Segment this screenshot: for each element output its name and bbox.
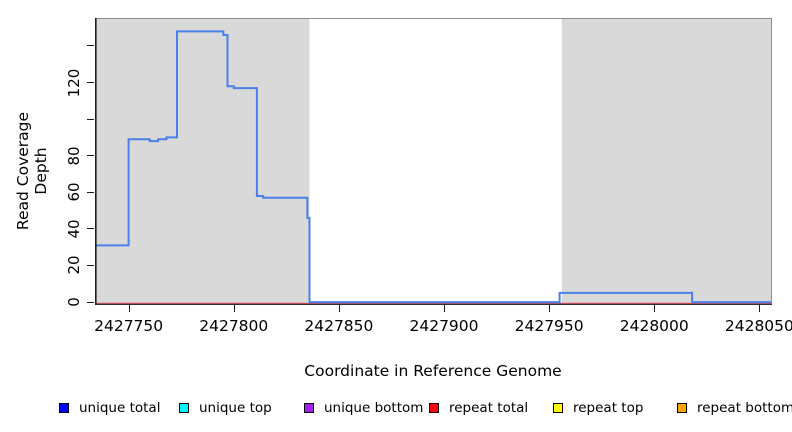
y-tick-label: 20 [65,255,83,276]
legend-item-unique-bottom: unique bottom [304,400,423,416]
y-tick [87,155,94,157]
x-tick [759,305,761,312]
x-tick-label: 2427950 [514,317,584,335]
legend: unique total unique top unique bottom repea… [0,400,792,422]
x-tick-label: 2427750 [94,317,164,335]
legend-swatch [59,403,69,413]
y-tick [87,228,94,230]
x-tick [444,305,445,312]
y-tick [87,45,94,47]
legend-label: repeat bottom [697,400,792,416]
x-tick-label: 2427850 [304,317,374,335]
y-tick [87,118,94,120]
x-tick-label: 2427800 [199,317,269,335]
y-tick [87,82,94,84]
plot-area [95,18,772,305]
shaded-region [561,18,772,305]
x-tick-label: 2428050 [724,317,792,335]
x-tick [128,305,130,312]
legend-swatch [179,403,189,413]
legend-item-unique-total: unique total [59,400,160,416]
legend-label: repeat total [449,400,529,416]
x-tick [233,305,235,312]
legend-label: repeat top [573,400,644,416]
x-tick-label: 2427900 [409,317,479,335]
x-tick-label: 2428000 [619,317,689,335]
y-tick-label: 0 [65,297,83,307]
legend-label: unique bottom [324,400,424,416]
legend-swatch [677,403,687,413]
legend-item-repeat-total: repeat total [429,400,528,416]
y-tick [87,191,94,193]
legend-swatch [553,403,563,413]
y-axis-title: Read Coverage Depth [14,111,50,231]
plot-svg [95,18,772,305]
x-tick [549,305,551,312]
y-tick-label: 40 [65,219,83,239]
shaded-region [95,18,310,305]
legend-label: unique top [199,400,272,416]
y-tick-label: 120 [65,68,83,97]
y-tick-label: 80 [65,146,83,166]
x-tick [654,305,656,312]
y-tick [87,264,94,266]
y-tick-label: 60 [65,182,83,202]
legend-label: unique total [79,400,161,416]
y-tick [87,301,94,303]
x-tick [338,305,340,312]
legend-item-repeat-bottom: repeat bottom [677,400,792,416]
series-unique-total [95,30,772,304]
legend-swatch [429,403,439,413]
x-axis-title: Coordinate in Reference Genome [304,362,562,380]
legend-item-repeat-top: repeat top [553,400,643,416]
legend-swatch [304,403,314,413]
legend-item-unique-top: unique top [179,400,272,416]
